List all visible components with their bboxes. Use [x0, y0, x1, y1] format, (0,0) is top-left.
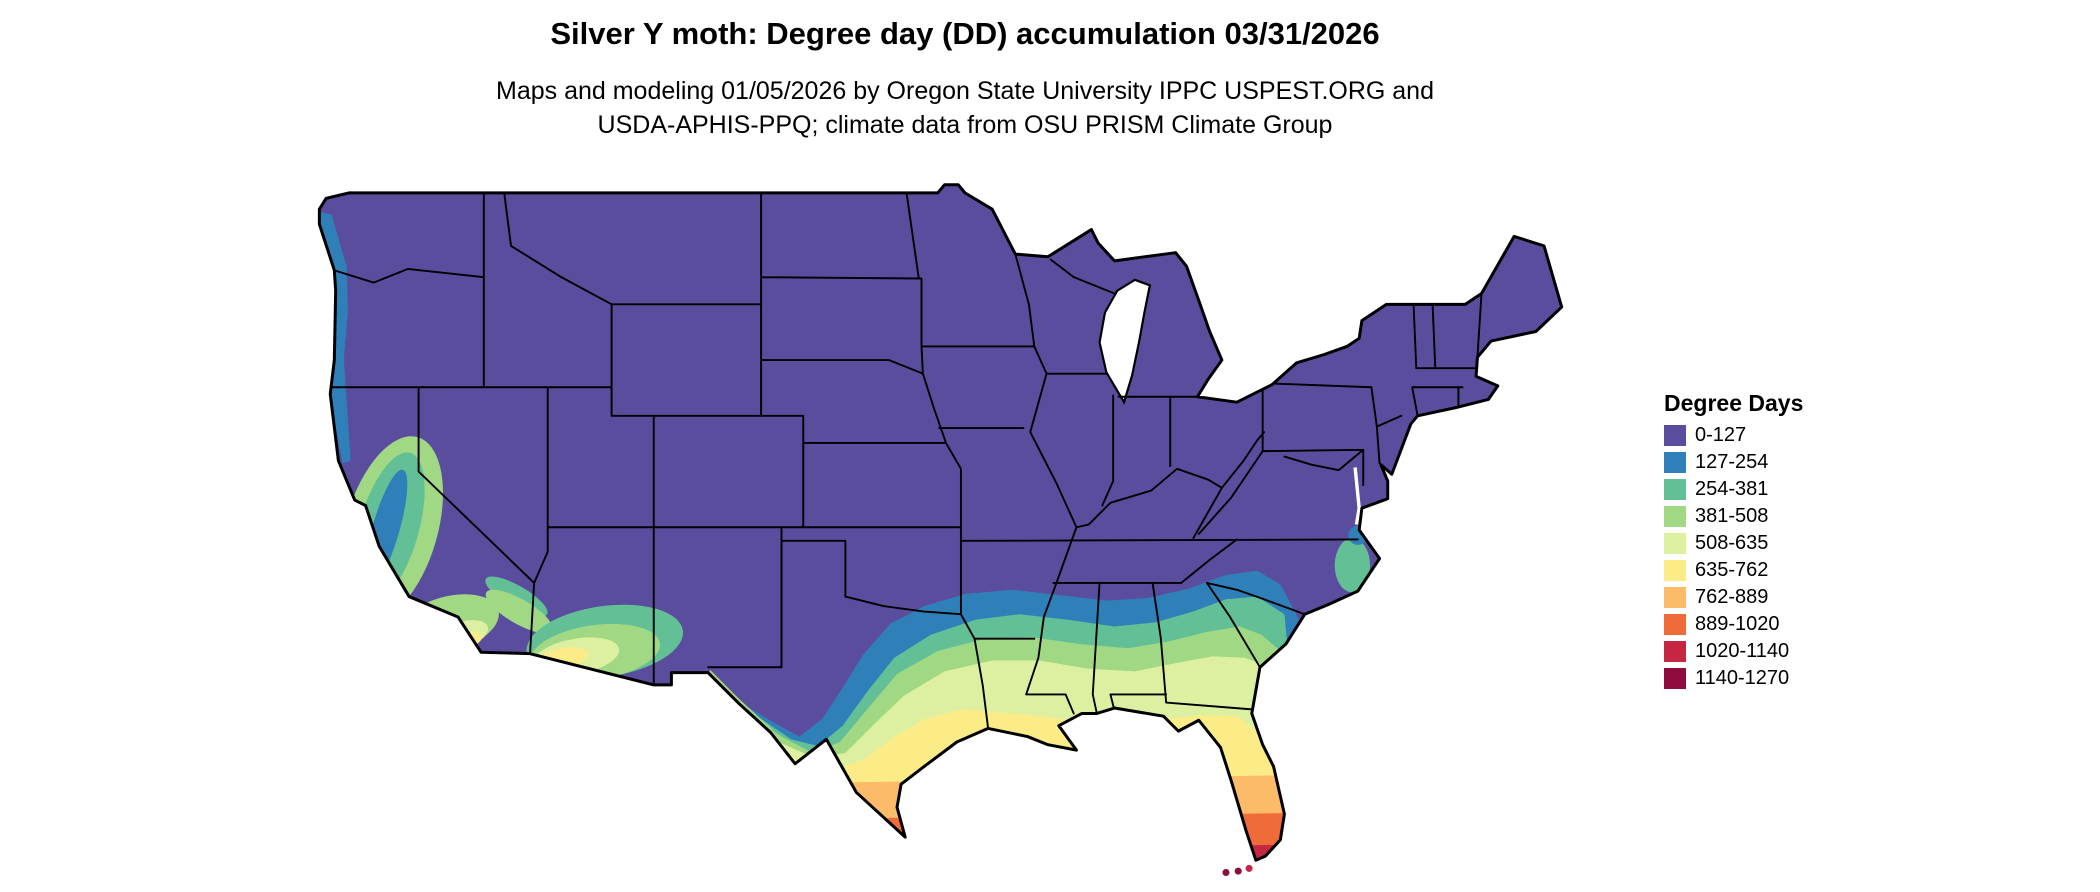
legend-item-label: 381-508 — [1695, 505, 1769, 527]
legend-item-label: 1020-1140 — [1695, 640, 1790, 662]
legend-swatch — [1664, 425, 1686, 446]
legend-item: 635-762 — [1664, 559, 1803, 582]
lake-michigan — [1098, 278, 1152, 405]
legend-swatch — [1664, 479, 1686, 500]
dd-region-nc-coast-teal — [1334, 538, 1371, 593]
map-title: Silver Y moth: Degree day (DD) accumulat… — [550, 16, 1380, 51]
legend-item: 762-889 — [1664, 586, 1803, 609]
legend-item-label: 889-1020 — [1695, 613, 1780, 635]
chesapeake-bay — [1353, 467, 1361, 525]
dd-region-mojave-green — [485, 589, 553, 634]
legend-item-label: 254-381 — [1695, 478, 1769, 500]
legend-item: 1020-1140 — [1664, 640, 1803, 663]
legend-swatch — [1664, 587, 1686, 608]
legend-item-label: 127-254 — [1695, 451, 1769, 473]
legend-items: 0-127 127-254 254-381 381-508 508-635 635-762… — [1664, 424, 1803, 690]
state-borders — [329, 191, 1483, 730]
us-map-svg — [317, 183, 1564, 882]
legend-item: 381-508 — [1664, 505, 1803, 528]
florida-keys-dot — [1245, 864, 1253, 872]
us-outline — [317, 183, 1564, 862]
dd-region-base — [319, 184, 1562, 861]
subtitle-line-1: Maps and modeling 01/05/2026 by Oregon S… — [496, 77, 1434, 105]
legend-item-label: 635-762 — [1695, 559, 1769, 581]
legend-item: 1140-1270 — [1664, 667, 1803, 690]
legend-swatch — [1664, 668, 1686, 689]
legend-swatch — [1664, 452, 1686, 473]
legend-item: 127-254 — [1664, 451, 1803, 474]
map-subtitle: Maps and modeling 01/05/2026 by Oregon S… — [0, 74, 1930, 142]
subtitle-line-2: USDA-APHIS-PPQ; climate data from OSU PR… — [597, 111, 1333, 139]
legend: Degree Days 0-127 127-254 254-381 381-508 50… — [1664, 390, 1803, 694]
legend-item-label: 762-889 — [1695, 586, 1769, 608]
legend-swatch — [1664, 533, 1686, 554]
florida-keys-dot — [1234, 867, 1242, 875]
legend-swatch — [1664, 641, 1686, 662]
legend-item: 508-635 — [1664, 532, 1803, 555]
legend-title: Degree Days — [1664, 390, 1804, 416]
legend-item: 254-381 — [1664, 478, 1803, 501]
legend-item-label: 0-127 — [1695, 424, 1747, 446]
legend-swatch — [1664, 614, 1686, 635]
legend-item-label: 508-635 — [1695, 532, 1769, 554]
legend-item: 0-127 — [1664, 424, 1803, 447]
dd-band-1140-1270 — [1204, 863, 1313, 882]
legend-item-label: 1140-1270 — [1695, 667, 1790, 689]
legend-swatch — [1664, 506, 1686, 527]
florida-keys-dot — [1222, 868, 1230, 877]
legend-item: 889-1020 — [1664, 613, 1803, 636]
legend-swatch — [1664, 560, 1686, 581]
us-degree-day-map — [312, 182, 1618, 882]
